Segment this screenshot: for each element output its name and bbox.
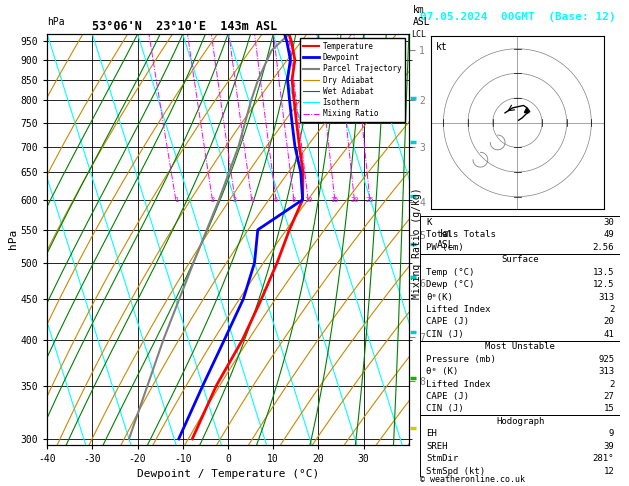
Text: 15: 15	[331, 197, 339, 203]
Text: 10: 10	[304, 197, 313, 203]
Text: 12: 12	[603, 467, 614, 475]
Text: 27: 27	[603, 392, 614, 401]
Text: 2: 2	[609, 380, 614, 388]
Title: 53°06'N  23°10'E  143m ASL: 53°06'N 23°10'E 143m ASL	[92, 20, 277, 33]
Text: 25: 25	[365, 197, 374, 203]
Text: K: K	[426, 218, 431, 227]
Text: © weatheronline.co.uk: © weatheronline.co.uk	[420, 474, 525, 484]
Text: 4: 4	[250, 197, 254, 203]
Text: 313: 313	[598, 293, 614, 301]
Text: Totals Totals: Totals Totals	[426, 230, 496, 240]
Text: CAPE (J): CAPE (J)	[426, 317, 469, 327]
Text: 12.5: 12.5	[593, 280, 614, 289]
Text: hPa: hPa	[47, 17, 65, 27]
Text: 2: 2	[609, 305, 614, 314]
Text: Temp (°C): Temp (°C)	[426, 268, 474, 277]
Text: Pressure (mb): Pressure (mb)	[426, 355, 496, 364]
Text: θᵉ (K): θᵉ (K)	[426, 367, 459, 376]
Text: 30: 30	[603, 218, 614, 227]
Text: CIN (J): CIN (J)	[426, 404, 464, 414]
Text: SREH: SREH	[426, 442, 448, 451]
Text: 8: 8	[292, 197, 296, 203]
Legend: Temperature, Dewpoint, Parcel Trajectory, Dry Adiabat, Wet Adiabat, Isotherm, Mi: Temperature, Dewpoint, Parcel Trajectory…	[299, 38, 405, 122]
Text: kt: kt	[437, 42, 448, 52]
Text: Dewp (°C): Dewp (°C)	[426, 280, 474, 289]
Text: PW (cm): PW (cm)	[426, 243, 464, 252]
Text: 3: 3	[233, 197, 237, 203]
Text: 2.56: 2.56	[593, 243, 614, 252]
Text: 07.05.2024  00GMT  (Base: 12): 07.05.2024 00GMT (Base: 12)	[420, 12, 616, 22]
Y-axis label: km
ASL: km ASL	[437, 228, 455, 250]
Text: 281°: 281°	[593, 454, 614, 463]
Text: Lifted Index: Lifted Index	[426, 380, 491, 388]
X-axis label: Dewpoint / Temperature (°C): Dewpoint / Temperature (°C)	[137, 469, 319, 479]
Text: Most Unstable: Most Unstable	[485, 342, 555, 351]
Text: Surface: Surface	[501, 255, 539, 264]
Y-axis label: hPa: hPa	[8, 229, 18, 249]
Text: 1: 1	[174, 197, 178, 203]
Text: 20: 20	[603, 317, 614, 327]
Text: 39: 39	[603, 442, 614, 451]
Text: StmSpd (kt): StmSpd (kt)	[426, 467, 486, 475]
Text: CIN (J): CIN (J)	[426, 330, 464, 339]
Text: 49: 49	[603, 230, 614, 240]
Text: θᵉ(K): θᵉ(K)	[426, 293, 453, 301]
Text: CAPE (J): CAPE (J)	[426, 392, 469, 401]
Text: km
ASL: km ASL	[413, 5, 431, 27]
Text: Mixing Ratio (g/kg): Mixing Ratio (g/kg)	[412, 187, 422, 299]
Text: 925: 925	[598, 355, 614, 364]
Text: LCL: LCL	[411, 30, 426, 38]
Text: Hodograph: Hodograph	[496, 417, 544, 426]
Text: StmDir: StmDir	[426, 454, 459, 463]
Text: EH: EH	[426, 429, 437, 438]
Text: 2: 2	[210, 197, 214, 203]
Text: 6: 6	[274, 197, 278, 203]
Text: 41: 41	[603, 330, 614, 339]
Text: 13.5: 13.5	[593, 268, 614, 277]
Text: Lifted Index: Lifted Index	[426, 305, 491, 314]
Text: 313: 313	[598, 367, 614, 376]
Text: 9: 9	[609, 429, 614, 438]
Text: 15: 15	[603, 404, 614, 414]
Text: 20: 20	[350, 197, 359, 203]
